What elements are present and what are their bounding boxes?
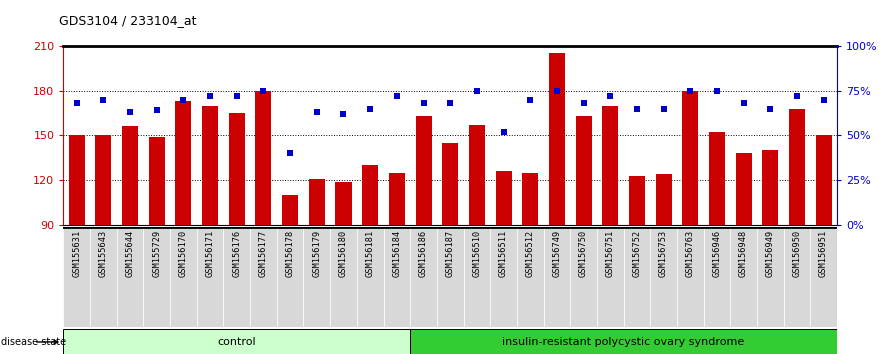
Text: GSM156184: GSM156184 [392,230,402,277]
Bar [736,153,751,225]
Text: disease state: disease state [1,337,66,347]
Bar [63,227,90,327]
Bar [783,227,811,327]
Text: GSM155644: GSM155644 [126,230,135,277]
Bar [517,227,544,327]
Bar [411,329,837,354]
Bar [303,227,330,327]
Bar [597,227,624,327]
Bar [95,135,111,225]
Bar [495,171,512,225]
Text: GSM156510: GSM156510 [472,230,481,277]
Text: GSM156187: GSM156187 [446,230,455,277]
Bar [757,227,783,327]
Bar [277,227,303,327]
Bar [677,227,704,327]
Text: GSM156948: GSM156948 [739,230,748,277]
Text: GSM155631: GSM155631 [72,230,81,277]
Bar [389,173,405,225]
Text: GSM156946: GSM156946 [713,230,722,277]
Bar [330,227,357,327]
Bar [816,135,832,225]
Bar [117,227,144,327]
Text: GSM155643: GSM155643 [99,230,108,277]
Bar [762,150,778,225]
Text: GSM156951: GSM156951 [819,230,828,277]
Bar [383,227,411,327]
Text: GSM156949: GSM156949 [766,230,774,277]
Text: GSM156178: GSM156178 [285,230,294,277]
Text: GSM156753: GSM156753 [659,230,668,277]
Bar [69,135,85,225]
Bar [624,227,650,327]
Bar [224,227,250,327]
Bar [282,195,298,225]
Bar [411,227,437,327]
Bar [357,227,383,327]
Bar [170,227,196,327]
Bar [90,227,117,327]
Bar [549,53,565,225]
Text: GDS3104 / 233104_at: GDS3104 / 233104_at [59,13,196,27]
Text: control: control [218,337,256,347]
Bar [144,227,170,327]
Bar [490,227,517,327]
Text: GSM156749: GSM156749 [552,230,561,277]
Bar [336,182,352,225]
Text: GSM156181: GSM156181 [366,230,374,277]
Text: GSM156750: GSM156750 [579,230,588,277]
Text: GSM156176: GSM156176 [233,230,241,277]
Bar [442,143,458,225]
Text: GSM156751: GSM156751 [606,230,615,277]
Text: GSM155729: GSM155729 [152,230,161,277]
Bar [175,101,191,225]
Bar [603,105,618,225]
Bar [655,174,671,225]
Text: GSM156186: GSM156186 [419,230,428,277]
Bar [709,132,725,225]
Bar [704,227,730,327]
Bar [362,165,378,225]
Text: GSM156180: GSM156180 [339,230,348,277]
Bar [122,126,138,225]
Bar [650,227,677,327]
Text: GSM156171: GSM156171 [205,230,215,277]
Text: GSM156177: GSM156177 [259,230,268,277]
Bar [255,91,271,225]
Bar [575,116,591,225]
Text: GSM156512: GSM156512 [526,230,535,277]
Text: GSM156179: GSM156179 [313,230,322,277]
Bar [463,227,490,327]
Bar [437,227,463,327]
Bar [570,227,597,327]
Bar [416,116,432,225]
Bar [309,179,325,225]
Bar [250,227,277,327]
Bar [682,91,699,225]
Bar [730,227,757,327]
Bar [789,109,805,225]
Text: GSM156950: GSM156950 [792,230,802,277]
Bar [629,176,645,225]
Bar [469,125,485,225]
Bar [811,227,837,327]
Text: GSM156763: GSM156763 [685,230,695,277]
Bar [229,113,245,225]
Bar [149,137,165,225]
Text: GSM156170: GSM156170 [179,230,188,277]
Bar [522,173,538,225]
Bar [196,227,224,327]
Text: insulin-resistant polycystic ovary syndrome: insulin-resistant polycystic ovary syndr… [502,337,744,347]
Bar [63,329,411,354]
Bar [202,105,218,225]
Text: GSM156752: GSM156752 [633,230,641,277]
Bar [544,227,570,327]
Text: GSM156511: GSM156511 [499,230,508,277]
